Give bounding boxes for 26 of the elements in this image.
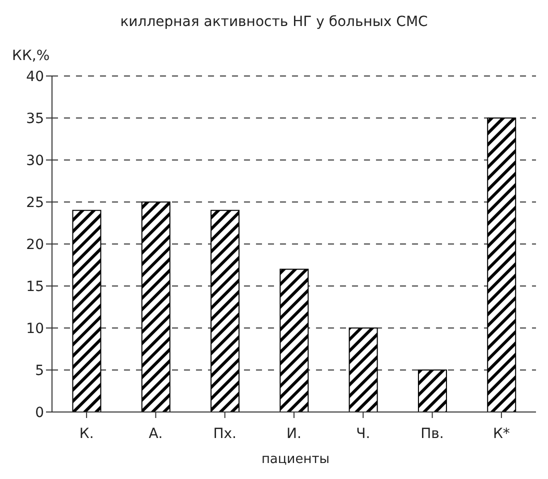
x-tick-label: Пв. [420, 426, 444, 442]
bar [210, 210, 240, 412]
y-tick-label: 35 [26, 110, 44, 127]
bar [418, 370, 447, 412]
y-tick-label: 40 [26, 68, 44, 85]
x-tick-label: К. [79, 426, 94, 442]
y-tick-label: 15 [26, 278, 44, 295]
bar [280, 268, 309, 412]
x-axis-title: пациенты [260, 452, 331, 467]
bar [487, 118, 516, 412]
x-tick-label: Ч. [356, 426, 370, 442]
y-tick-label: 10 [26, 320, 44, 337]
x-tick-label: И. [286, 426, 302, 442]
bar [141, 202, 170, 412]
y-tick-label: 0 [35, 404, 44, 421]
bar [348, 328, 378, 412]
y-tick-label: 5 [35, 362, 44, 379]
y-tick-label: 25 [26, 194, 44, 211]
x-tick-label: Пх. [213, 426, 236, 442]
y-tick-label: 30 [26, 152, 44, 169]
x-tick-label: А. [148, 426, 163, 442]
chart-title: киллерная активность НГ у больных СМС [119, 14, 429, 30]
bar [72, 210, 102, 412]
x-tick-label: К* [492, 426, 510, 442]
y-axis-title: КК,% [12, 48, 50, 64]
y-tick-label: 20 [26, 236, 44, 253]
